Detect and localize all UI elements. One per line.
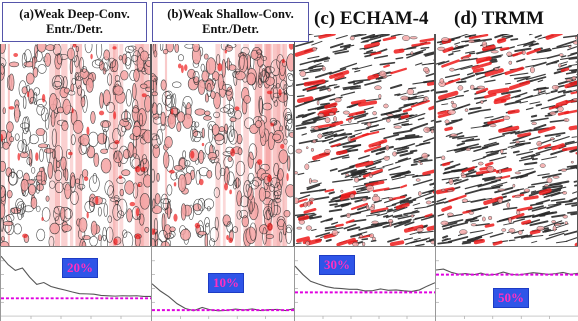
map-a-canvas: [1, 44, 150, 246]
hovmoller-map-d: [435, 34, 578, 246]
timeseries-c: [294, 246, 435, 321]
panel-a-label-line1: (a)Weak Deep-Conv.: [19, 7, 130, 21]
panel-d-label: (d) TRMM: [451, 8, 547, 30]
hovmoller-map-c: [294, 34, 435, 246]
panel-b-label-line2: Entr./Detr.: [202, 22, 259, 36]
panel-b-label-line1: (b)Weak Shallow-Conv.: [167, 7, 294, 21]
map-d-canvas: [436, 34, 577, 246]
panel-echam4: (c) ECHAM-4 30%: [294, 0, 435, 321]
percent-badge-b: 10%: [208, 273, 244, 293]
panel-a-label: (a)Weak Deep-Conv. Entr./Detr.: [2, 2, 147, 42]
timeseries-d-canvas: [436, 260, 578, 320]
percent-badge-a: 20%: [62, 258, 98, 278]
panel-a-label-line2: Entr./Detr.: [46, 22, 103, 36]
percent-badge-d: 50%: [493, 288, 529, 308]
timeseries-b-canvas: [152, 260, 294, 320]
timeseries-d: [435, 246, 578, 321]
panel-weak-shallow-conv: (b)Weak Shallow-Conv. Entr./Detr. 10%: [151, 0, 309, 321]
hovmoller-map-b: [151, 44, 294, 246]
hovmoller-map-a: [0, 44, 151, 246]
percent-badge-c: 30%: [319, 255, 355, 275]
timeseries-a-canvas: [1, 255, 151, 320]
panel-c-label: (c) ECHAM-4: [311, 8, 432, 30]
map-c-canvas: [295, 34, 434, 246]
map-b-canvas: [152, 44, 293, 246]
panel-weak-deep-conv: (a)Weak Deep-Conv. Entr./Detr. 20%: [0, 0, 151, 321]
panel-b-label: (b)Weak Shallow-Conv. Entr./Detr.: [152, 2, 309, 42]
timeseries-c-canvas: [295, 260, 435, 320]
panel-trmm: (d) TRMM 50%: [435, 0, 578, 321]
